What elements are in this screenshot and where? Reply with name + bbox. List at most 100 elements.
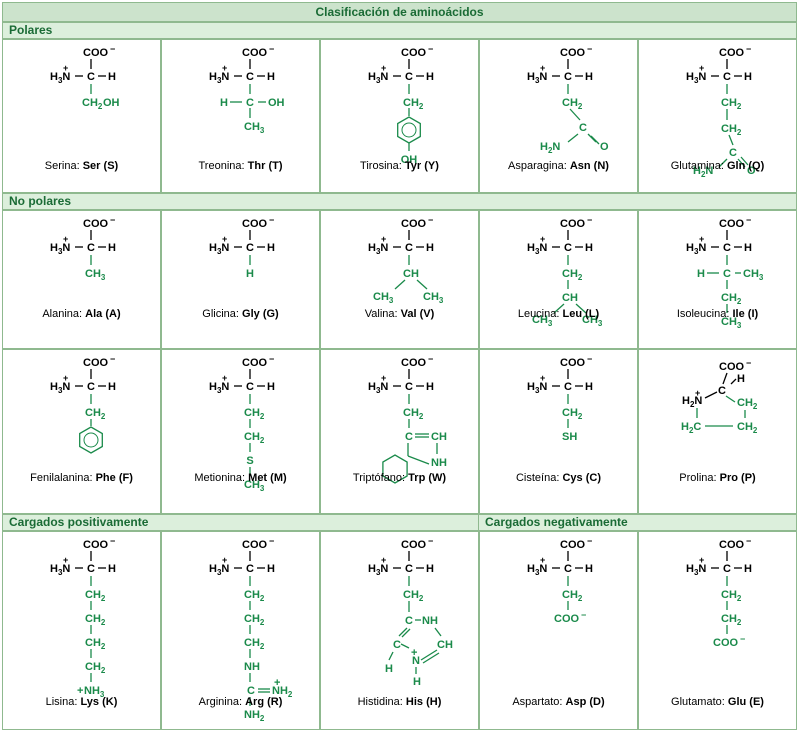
amino-acid-abbr3: Trp — [408, 472, 426, 484]
amino-acid-name: Aspartato — [512, 696, 560, 708]
bond — [590, 135, 600, 145]
alpha-hydrogen: H — [744, 242, 752, 254]
amino-group: H3N — [527, 71, 547, 85]
alpha-carbon: C — [87, 71, 95, 83]
bond — [422, 652, 440, 664]
side-hydrogen: H — [220, 97, 228, 109]
bond — [398, 627, 408, 637]
amino-acid-caption: Triptófano: Trp (W) — [321, 472, 478, 484]
charge-minus: − — [740, 634, 745, 644]
amino-acid-abbr1: (K) — [102, 696, 118, 708]
amino-acid-name: Isoleucina — [676, 308, 727, 320]
amino-acid-abbr3: Gly — [242, 308, 260, 320]
methyl-group: CH3 — [244, 479, 265, 493]
amino-acid-abbr1: (N) — [593, 160, 609, 172]
side-chain-ch: CH — [562, 292, 578, 304]
caption-separator: : — [235, 308, 243, 320]
amino-acid-caption: Lisina: Lys (K) — [3, 696, 160, 708]
charge-minus: − — [428, 215, 433, 225]
alpha-hydrogen: H — [267, 563, 275, 575]
indole-ch: CH — [431, 431, 447, 443]
charge-minus: − — [269, 354, 274, 364]
amino-acid-abbr1: (G) — [262, 308, 279, 320]
charge-minus: − — [746, 215, 751, 225]
amino-group: H3N — [368, 563, 388, 577]
amino-group: H3N — [368, 381, 388, 395]
charge-minus: − — [587, 536, 592, 546]
hydroxyl-group: OH — [103, 97, 120, 109]
amide-carbon: C — [579, 122, 587, 134]
amino-acid-cell-ile: COO − H3N + C H H C CH3 CH2 CH3 Isoleucina: Ile (I) — [638, 210, 797, 349]
alpha-hydrogen: H — [267, 242, 275, 254]
bond — [704, 391, 718, 399]
ammonium-group: NH3 — [84, 685, 105, 699]
side-chain-ch2: CH2 — [244, 407, 265, 421]
side-chain-ch2: CH2 — [721, 97, 742, 111]
amino-acid-name: Asparagina — [508, 160, 564, 172]
amino-group: H3N — [527, 381, 547, 395]
side-chain-ch2: CH2 — [244, 589, 265, 603]
side-chain-ch2: CH2 — [721, 613, 742, 627]
structure-asn: COO − H3N+ C H CH2 C H2N O — [527, 44, 609, 155]
imidazole-c: C — [405, 615, 413, 627]
alpha-hydrogen: H — [426, 563, 434, 575]
alpha-hydrogen: H — [108, 242, 116, 254]
side-chain-ch2: CH2 — [244, 637, 265, 651]
alpha-hydrogen: H — [108, 563, 116, 575]
amino-acid-abbr3: Met — [248, 472, 268, 484]
amino-group: H3N — [368, 71, 388, 85]
amino-group: H3N — [50, 71, 70, 85]
imidazole-ch: CH — [437, 639, 453, 651]
amino-acid-caption: Arginina: Arg (R) — [162, 696, 319, 708]
amino-acid-abbr1: (M) — [270, 472, 287, 484]
amino-acid-name: Tirosina — [360, 160, 399, 172]
side-chain-ch2: CH2 — [85, 637, 106, 651]
amino-acid-cell-arg: COO − H3N + C H CH2 CH2 CH2 NH C + NH2 NH2 Arginina: A… — [161, 531, 320, 730]
amino-acid-cell-phe: COO − H3N + C H CH2 Fenilalanina: Phe (F) — [2, 349, 161, 514]
bond — [394, 279, 406, 290]
charge-plus: + — [540, 555, 545, 565]
amino-acid-abbr1: (H) — [426, 696, 442, 708]
alpha-carbon: C — [246, 563, 254, 575]
side-hydrogen: H — [697, 268, 705, 280]
caption-separator: : — [556, 472, 563, 484]
alpha-carbon: C — [718, 385, 726, 397]
guanidino-nh2: NH2 — [244, 709, 265, 723]
imidazole-c: C — [393, 639, 401, 651]
ring-ch2: CH2 — [737, 421, 758, 435]
amino-acid-abbr3: Tyr — [404, 160, 422, 172]
indole-ring-icon — [382, 454, 408, 484]
amino-acid-abbr3: Ser — [82, 160, 101, 172]
amino-group: H3N — [209, 242, 229, 256]
bond — [740, 156, 749, 166]
amino-acid-caption: Valina: Val (V) — [321, 308, 478, 320]
alpha-hydrogen: H — [426, 242, 434, 254]
alpha-carbon: C — [405, 242, 413, 254]
amino-acid-abbr1: (T) — [268, 160, 283, 172]
amino-acid-abbr1: (Q) — [748, 160, 765, 172]
amino-acid-cell-ala: COO − H3N + C H CH3 Alanina: Ala (A) — [2, 210, 161, 349]
amino-acid-abbr3: Asn — [569, 160, 591, 172]
charge-minus: − — [110, 215, 115, 225]
alpha-carbon: C — [405, 381, 413, 393]
structure-pro: COO −HC H2N+ CH2 H2C CH2 — [681, 358, 758, 435]
amide-nh2: H2N — [540, 141, 560, 155]
alpha-hydrogen: H — [744, 71, 752, 83]
alpha-hydrogen: H — [426, 71, 434, 83]
amino-acid-abbr3: Lys — [80, 696, 100, 708]
charge-plus: + — [699, 555, 704, 565]
side-hydrogen: H — [246, 268, 254, 280]
side-chain-ch2: CH2 — [403, 589, 424, 603]
amino-acid-cell-asn: COO − H3N + C H CH2 C H2N O Asparagina: Asn (N) — [479, 39, 638, 193]
alpha-hydrogen: H — [737, 373, 745, 385]
amino-acid-name: Arginina — [198, 696, 239, 708]
amino-acid-caption: Aspartato: Asp (D) — [480, 696, 637, 708]
amino-acid-abbr3: Glu — [727, 696, 747, 708]
amino-acid-caption: Prolina: Pro (P) — [639, 472, 796, 484]
charge-minus: − — [581, 610, 586, 620]
charge-minus: − — [269, 44, 274, 54]
